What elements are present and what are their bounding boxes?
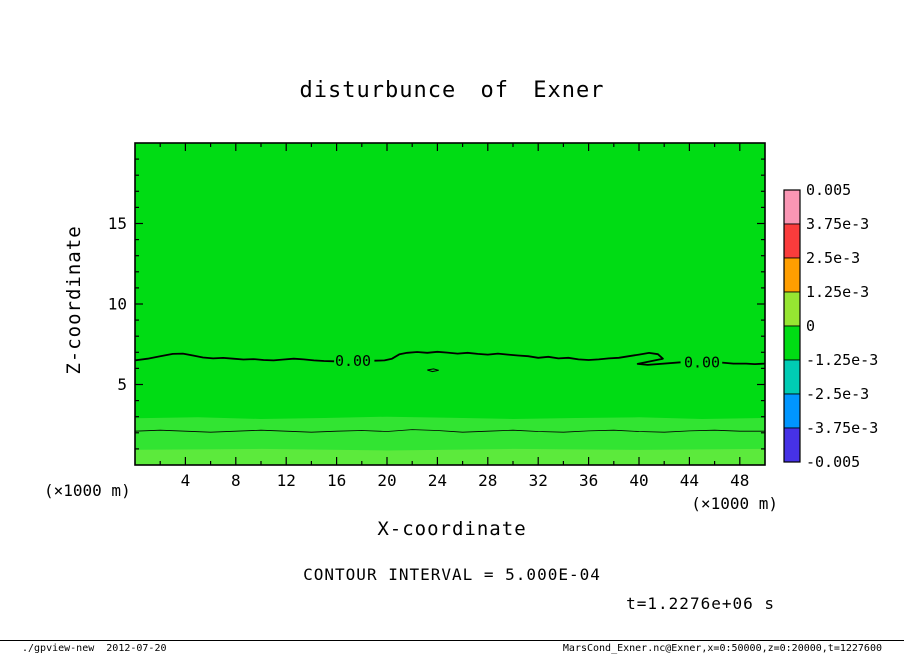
x-axis-label: X-coordinate <box>377 518 527 540</box>
colorbar-label: 2.5e-3 <box>806 249 860 267</box>
colorbar-label: -3.75e-3 <box>806 419 878 437</box>
colorbar-segment <box>783 257 801 293</box>
x-tick-label: 16 <box>327 471 346 490</box>
colorbar-segment <box>783 189 801 225</box>
colorbar-label: 0.005 <box>806 181 851 199</box>
colorbar-label: -1.25e-3 <box>806 351 878 369</box>
x-tick-label: 44 <box>680 471 699 490</box>
colorbar-label: -2.5e-3 <box>806 385 869 403</box>
y-tick-label: 15 <box>108 214 127 233</box>
x-tick-label: 20 <box>377 471 396 490</box>
colorbar-label: 3.75e-3 <box>806 215 869 233</box>
colorbar-segment <box>783 223 801 259</box>
y-axis-label: Z-coordinate <box>63 225 85 375</box>
colorbar-label: 0 <box>806 317 815 335</box>
colorbar-segment <box>783 291 801 327</box>
contour-interval-note: CONTOUR INTERVAL = 5.000E-04 <box>303 565 601 584</box>
contour-line-zero <box>374 350 681 366</box>
x-tick-label: 4 <box>181 471 191 490</box>
x-tick-label: 8 <box>231 471 241 490</box>
y-tick-label: 10 <box>108 295 127 314</box>
x-tick-label: 24 <box>428 471 447 490</box>
field-background <box>135 143 765 465</box>
contour-line-zero <box>722 361 766 366</box>
plot-frame <box>134 142 766 466</box>
colorbar-segment <box>783 427 801 463</box>
x-tick-label: 36 <box>579 471 598 490</box>
plot-title: disturbunce of Exner <box>299 78 605 103</box>
x-tick-label: 32 <box>529 471 548 490</box>
contour-label: 0.00 <box>684 353 720 371</box>
colorbar-segment <box>783 393 801 429</box>
contour-loop <box>427 368 439 373</box>
colorbar-segment <box>783 359 801 395</box>
x-tick-label: 48 <box>730 471 749 490</box>
y-axis-unit: (×1000 m) <box>44 481 131 500</box>
x-tick-label: 40 <box>629 471 648 490</box>
x-axis-unit: (×1000 m) <box>691 494 778 513</box>
contour-label: 0.00 <box>335 352 371 370</box>
x-tick-label: 12 <box>277 471 296 490</box>
footer-datasource-text: MarsCond_Exner.nc@Exner,x=0:50000,z=0:20… <box>562 643 882 654</box>
colorbar-frame <box>783 189 801 463</box>
contour-line-zero <box>134 352 335 363</box>
y-tick-label: 5 <box>117 375 127 394</box>
field-band <box>135 448 765 465</box>
x-tick-label: 28 <box>478 471 497 490</box>
colorbar-label: 1.25e-3 <box>806 283 869 301</box>
footer-command-text: ./gpview-new 2012-07-20 <box>22 643 167 654</box>
footer-divider <box>0 640 904 641</box>
contour-line-lower <box>134 429 765 433</box>
colorbar-label: -0.005 <box>806 453 860 471</box>
time-annotation: t=1.2276e+06 s <box>626 594 775 613</box>
colorbar-segment <box>783 325 801 361</box>
